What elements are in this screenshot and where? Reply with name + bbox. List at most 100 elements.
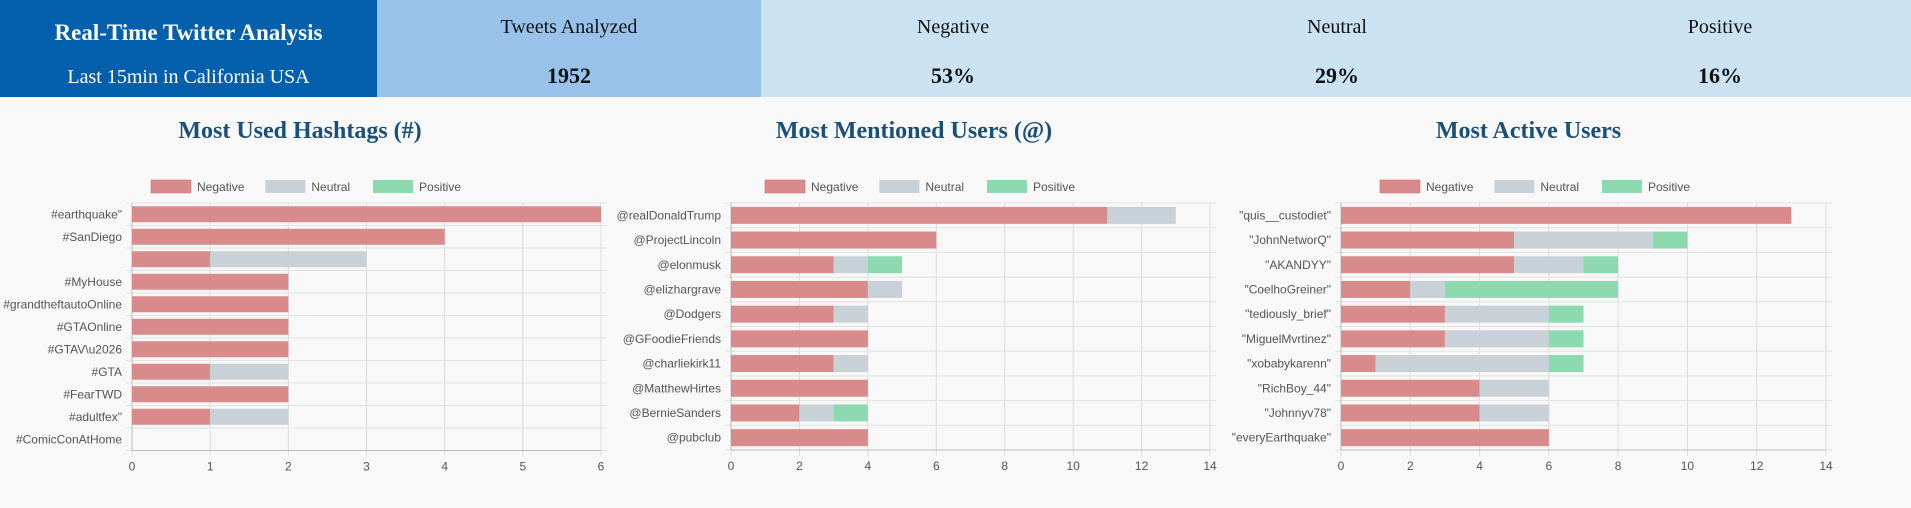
bar-negative [132, 386, 289, 403]
legend-swatch [1602, 180, 1642, 193]
x-tick-label: 0 [728, 459, 735, 473]
x-tick-label: 6 [598, 460, 605, 474]
bar-positive [1652, 231, 1688, 249]
bar-positive [1548, 355, 1584, 373]
bar-negative [132, 273, 289, 290]
x-tick-label: 8 [1615, 459, 1622, 473]
legend-label: Positive [1648, 180, 1690, 194]
bar-neutral [1107, 206, 1176, 224]
y-tick-label: @pubclub [667, 431, 722, 445]
bar-positive [1583, 256, 1619, 274]
y-tick-label: @Dodgers [663, 307, 721, 321]
x-tick-label: 2 [285, 460, 292, 474]
y-tick-label: @elizhargrave [643, 282, 721, 296]
stat-neutral: Neutral 29% [1145, 0, 1529, 97]
x-tick-label: 5 [519, 460, 526, 474]
x-tick-label: 14 [1819, 459, 1833, 473]
bar-neutral [833, 256, 868, 274]
y-tick-label: #FearTWD [63, 387, 122, 401]
y-tick-label: #earthquake" [51, 207, 122, 221]
bar-negative [731, 330, 868, 348]
bar-negative [132, 363, 211, 380]
bar-negative [731, 280, 868, 298]
legend-label: Negative [811, 180, 859, 194]
y-tick-label: @charliekirk11 [642, 357, 721, 371]
bar-negative [731, 355, 834, 373]
y-tick-label: "AKANDYY" [1265, 258, 1331, 272]
bar-neutral [867, 280, 903, 298]
y-tick-label: "xobabykarenn" [1247, 357, 1331, 371]
bar-positive [867, 256, 903, 274]
legend-label: Positive [1033, 180, 1075, 194]
stats-header: Real-Time Twitter Analysis Last 15min in… [0, 0, 1911, 97]
charts-area: Most Used Hashtags (#) Most Mentioned Us… [0, 97, 1911, 508]
x-tick-label: 14 [1203, 459, 1217, 473]
y-tick-label: "tediously_brief" [1245, 307, 1331, 321]
legend-label: Neutral [925, 180, 964, 194]
bar-negative [731, 404, 800, 422]
stat-positive: Positive 16% [1529, 0, 1911, 97]
legend-swatch [1494, 180, 1535, 193]
stat-negative: Negative 53% [761, 0, 1145, 97]
bar-neutral [833, 305, 868, 323]
stat-label: Neutral [1307, 16, 1367, 38]
legend-swatch [150, 179, 192, 194]
y-tick-label: #grandtheftautoOnline [3, 297, 122, 311]
dashboard-subtitle: Last 15min in California USA [67, 66, 310, 88]
bar-neutral [1514, 231, 1653, 249]
x-tick-label: 1 [207, 460, 214, 474]
y-tick-label: "CoelhoGreiner" [1244, 282, 1331, 296]
stat-value: 29% [1315, 63, 1359, 88]
stat-tweets-analyzed: Tweets Analyzed 1952 [377, 0, 761, 97]
bar-negative [731, 305, 834, 323]
bar-negative [132, 251, 211, 268]
bar-neutral [1444, 330, 1549, 348]
x-tick-label: 2 [796, 459, 803, 473]
mentions-chart-title: Most Mentioned Users (@) [775, 118, 1053, 144]
y-tick-label: @MatthewHirtes [632, 381, 721, 395]
stat-label: Negative [916, 16, 990, 38]
y-tick-label: #GTAOnline [57, 320, 122, 334]
hashtags-chart-title: Most Used Hashtags (#) [178, 118, 422, 144]
y-tick-label: "MiguelMvrtinez" [1242, 332, 1331, 346]
bar-negative [731, 379, 868, 397]
legend-swatch [987, 180, 1027, 193]
bar-positive [1548, 330, 1584, 348]
bar-negative [132, 408, 211, 425]
bar-neutral [210, 408, 289, 425]
x-tick-label: 12 [1750, 459, 1764, 473]
bar-negative [1341, 280, 1411, 298]
y-tick-label: #SanDiego [63, 230, 123, 244]
legend-swatch [373, 180, 413, 193]
x-tick-label: 2 [1407, 459, 1414, 473]
y-tick-label: #MyHouse [65, 275, 123, 289]
stat-label: Tweets Analyzed [500, 16, 638, 38]
bar-negative [1341, 330, 1445, 348]
y-tick-label: @GFoodieFriends [623, 332, 721, 346]
x-tick-label: 4 [441, 460, 448, 474]
y-tick-label: @ProjectLincoln [633, 233, 721, 247]
legend-label: Negative [1426, 180, 1474, 194]
bar-neutral [1444, 305, 1549, 323]
legend-label: Negative [197, 180, 245, 194]
y-tick-label: "quis__custodiet" [1239, 208, 1331, 222]
bar-negative [132, 206, 601, 223]
bar-neutral [1410, 280, 1445, 298]
bar-negative [1341, 404, 1480, 422]
bar-neutral [210, 251, 367, 268]
y-tick-label: "everyEarthquake" [1232, 431, 1331, 445]
mentions-chart: Negative Neutral Positive 0 2 4 6 8 10 12 14 @realD… [617, 179, 1217, 473]
bar-neutral [1375, 355, 1549, 373]
y-tick-label: #GTA [92, 365, 122, 379]
bar-negative [132, 296, 289, 313]
y-tick-label: #ComicConAtHome [16, 432, 122, 446]
bar-neutral [799, 404, 834, 422]
x-tick-label: 8 [1001, 459, 1008, 473]
y-tick-label: "Johnnyv78" [1264, 406, 1331, 420]
bar-negative [731, 231, 937, 249]
x-tick-label: 3 [363, 460, 370, 474]
stat-value: 1952 [547, 63, 591, 88]
x-tick-label: 6 [1546, 459, 1553, 473]
y-tick-label: @elonmusk [657, 258, 722, 272]
bar-negative [731, 256, 834, 274]
